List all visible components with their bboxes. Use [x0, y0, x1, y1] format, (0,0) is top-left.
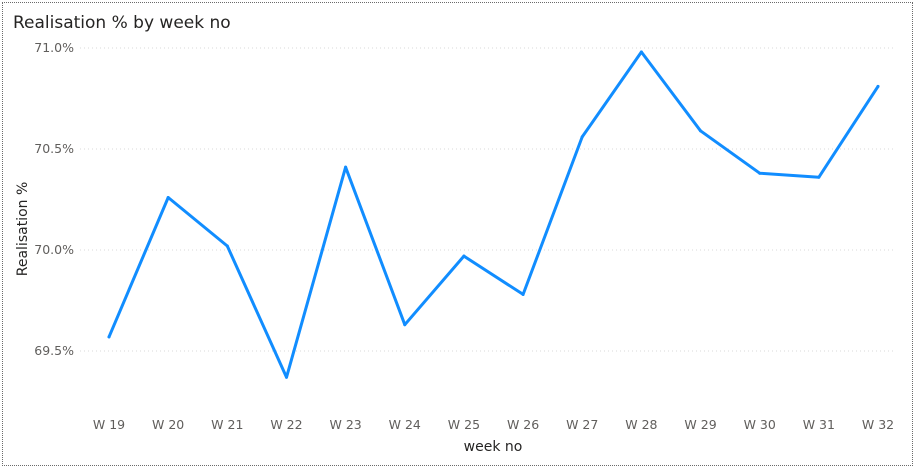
data-point — [758, 171, 762, 175]
data-point — [107, 335, 111, 339]
data-point — [817, 175, 821, 179]
data-point — [699, 129, 703, 133]
y-tick-label: 70.5% — [34, 141, 74, 156]
data-point — [462, 254, 466, 258]
chart-title: Realisation % by week no — [13, 13, 231, 33]
y-axis-tick-labels: 69.5% 70.0% 70.5% 71.0% — [34, 40, 74, 358]
x-tick-label: W 24 — [389, 417, 421, 432]
x-tick-label: W 27 — [566, 417, 598, 432]
x-tick-label: W 25 — [448, 417, 480, 432]
data-point — [344, 165, 348, 169]
data-point — [521, 292, 525, 296]
y-tick-label: 70.0% — [34, 242, 74, 257]
x-tick-label: W 23 — [329, 417, 361, 432]
x-tick-label: W 31 — [803, 417, 835, 432]
data-point — [639, 50, 643, 54]
data-point — [403, 323, 407, 327]
series-group — [107, 50, 880, 379]
data-point — [876, 84, 880, 88]
data-point — [225, 244, 229, 248]
gridlines — [80, 47, 896, 352]
x-tick-label: W 21 — [211, 417, 243, 432]
data-point — [166, 195, 170, 199]
x-tick-label: W 28 — [625, 417, 657, 432]
x-tick-label: W 22 — [270, 417, 302, 432]
y-axis-title: Realisation % — [15, 182, 31, 277]
data-point — [580, 135, 584, 139]
x-axis-title: week no — [464, 439, 523, 455]
x-tick-label: W 29 — [684, 417, 716, 432]
x-tick-label: W 19 — [93, 417, 125, 432]
x-axis-tick-labels: W 19 W 20 W 21 W 22 W 23 W 24 W 25 W 26 W 27 W 28… — [93, 417, 894, 432]
x-tick-label: W 20 — [152, 417, 184, 432]
x-tick-label: W 26 — [507, 417, 539, 432]
y-tick-label: 71.0% — [34, 40, 74, 55]
data-point — [284, 375, 288, 379]
x-tick-label: W 30 — [744, 417, 776, 432]
series-line — [107, 50, 880, 379]
y-tick-label: 69.5% — [34, 343, 74, 358]
x-tick-label: W 32 — [862, 417, 894, 432]
